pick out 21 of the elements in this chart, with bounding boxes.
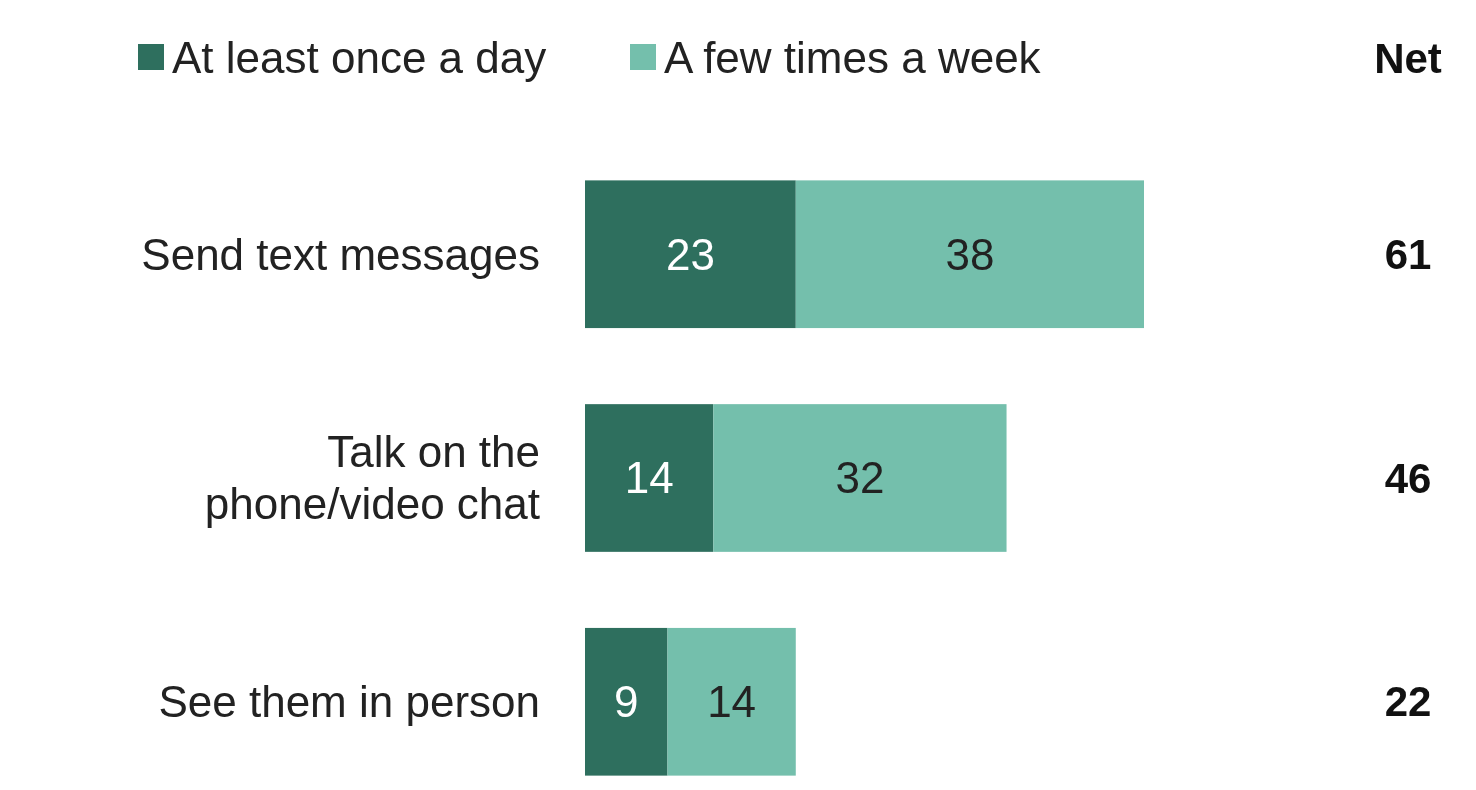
text: 61 <box>1384 230 1432 278</box>
bar <box>667 627 796 776</box>
bar <box>795 180 1144 329</box>
data-label: 14 <box>624 453 674 503</box>
data-label: 9 <box>614 677 639 727</box>
text: 46 <box>1384 454 1432 502</box>
bar <box>585 627 668 776</box>
bar <box>585 180 796 329</box>
bar <box>585 404 714 552</box>
y-tick-label: Talk on the phone/video chat <box>204 427 540 529</box>
y-tick-label: See them in person <box>158 677 540 727</box>
legend-label: At least once a day <box>172 33 547 83</box>
text: Net <box>1374 34 1442 82</box>
data-label: 23 <box>665 229 715 279</box>
data-label: 14 <box>707 677 757 727</box>
data-label: 38 <box>945 229 995 279</box>
bar <box>713 404 1007 552</box>
legend-label: A few times a week <box>664 33 1042 83</box>
data-label: 32 <box>835 453 885 503</box>
text: 22 <box>1384 678 1432 726</box>
y-tick-label: Send text messages <box>141 229 540 279</box>
